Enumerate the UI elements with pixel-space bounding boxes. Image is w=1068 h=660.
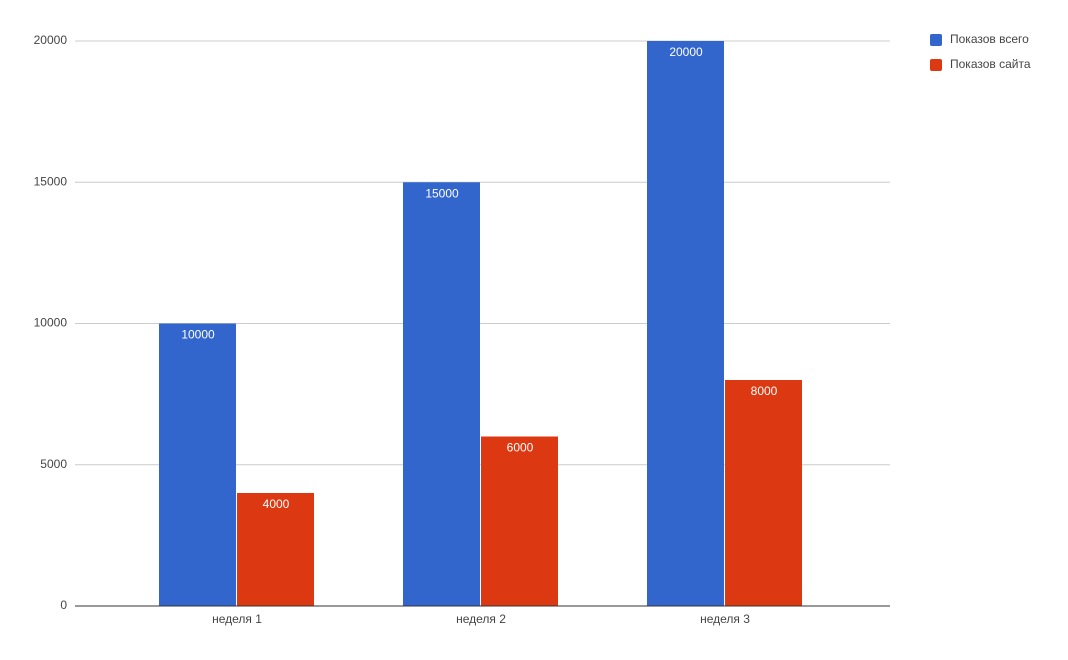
bar (481, 436, 558, 606)
data-label: 8000 (751, 384, 778, 398)
bar (237, 493, 314, 606)
data-label: 6000 (507, 441, 534, 455)
bar (725, 380, 802, 606)
data-label: 4000 (263, 497, 290, 511)
y-tick-label: 15000 (34, 174, 68, 188)
legend-label: Показов всего (950, 32, 1029, 46)
bar (159, 323, 236, 606)
legend-swatch (930, 59, 942, 71)
y-tick-label: 0 (60, 598, 67, 612)
legend-swatch (930, 34, 942, 46)
legend-label: Показов сайта (950, 57, 1031, 71)
y-tick-label: 20000 (34, 33, 68, 47)
bar (647, 41, 724, 606)
data-label: 15000 (425, 186, 459, 200)
x-tick-label: неделя 1 (212, 612, 262, 626)
x-tick-label: неделя 2 (456, 612, 506, 626)
bar (403, 182, 480, 606)
y-tick-label: 5000 (40, 457, 67, 471)
data-label: 20000 (669, 45, 703, 59)
y-tick-label: 10000 (34, 316, 68, 330)
data-label: 10000 (181, 328, 215, 342)
x-tick-label: неделя 3 (700, 612, 750, 626)
